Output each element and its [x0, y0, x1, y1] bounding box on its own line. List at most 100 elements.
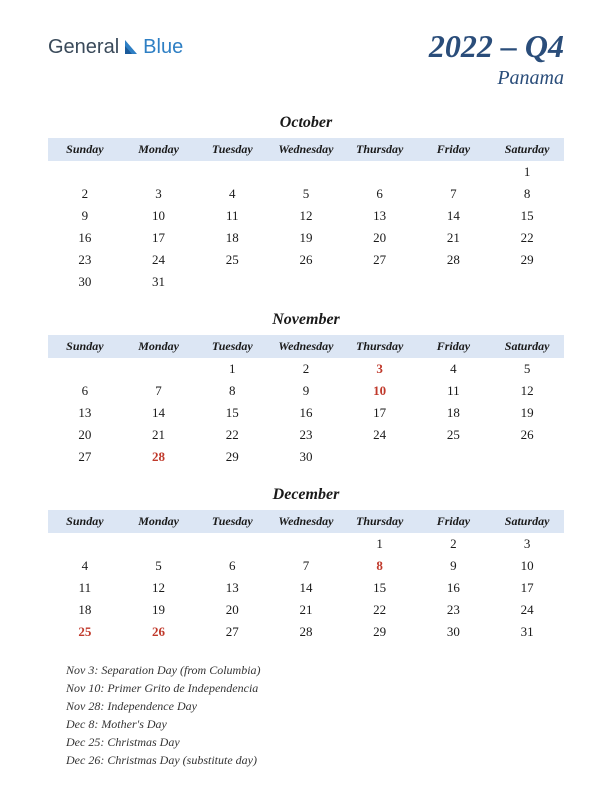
calendar-cell: 8: [195, 380, 269, 402]
calendar-cell-empty: [122, 358, 196, 380]
weekday-header: Sunday: [48, 335, 122, 358]
calendar-cell: 18: [195, 227, 269, 249]
calendar-cell: 28: [417, 249, 491, 271]
calendar-cell: 4: [48, 555, 122, 577]
page-title: 2022 – Q4: [429, 28, 564, 65]
calendar-cell: 11: [195, 205, 269, 227]
calendar-cell: 18: [48, 599, 122, 621]
calendar-cell: 30: [269, 446, 343, 468]
calendar-cell: 18: [417, 402, 491, 424]
calendar-cell: 20: [48, 424, 122, 446]
calendar-cell-empty: [343, 271, 417, 293]
calendar-cell: 6: [343, 183, 417, 205]
calendar-cell: 12: [122, 577, 196, 599]
month-block: DecemberSundayMondayTuesdayWednesdayThur…: [48, 486, 564, 643]
calendar-cell: 2: [48, 183, 122, 205]
calendar-cell: 7: [417, 183, 491, 205]
calendar-cell: 2: [269, 358, 343, 380]
weekday-header: Wednesday: [269, 138, 343, 161]
weekday-header: Sunday: [48, 138, 122, 161]
month-name: November: [48, 311, 564, 329]
calendar-cell: 16: [417, 577, 491, 599]
weekday-header: Saturday: [490, 510, 564, 533]
calendar-cell: 1: [490, 161, 564, 183]
calendar-cell-empty: [490, 446, 564, 468]
weekday-header: Friday: [417, 138, 491, 161]
calendar-cell-empty: [48, 358, 122, 380]
month-block: NovemberSundayMondayTuesdayWednesdayThur…: [48, 311, 564, 468]
calendar-cell: 20: [343, 227, 417, 249]
calendar-cell-empty: [343, 446, 417, 468]
calendar-cell: 16: [48, 227, 122, 249]
calendar-cell: 31: [122, 271, 196, 293]
calendar-cell: 24: [343, 424, 417, 446]
calendar-cell: 26: [490, 424, 564, 446]
calendar-cell: 19: [122, 599, 196, 621]
calendar-cell: 14: [122, 402, 196, 424]
calendar-container: OctoberSundayMondayTuesdayWednesdayThurs…: [48, 114, 564, 643]
calendar-cell: 25: [48, 621, 122, 643]
holiday-entry: Nov 10: Primer Grito de Independencia: [66, 679, 564, 697]
logo-text-general: General: [48, 36, 119, 59]
calendar-cell: 4: [195, 183, 269, 205]
weekday-header: Tuesday: [195, 138, 269, 161]
calendar-cell: 28: [269, 621, 343, 643]
calendar-cell: 12: [490, 380, 564, 402]
calendar-cell: 6: [195, 555, 269, 577]
holiday-entry: Nov 3: Separation Day (from Columbia): [66, 661, 564, 679]
calendar-cell: 15: [195, 402, 269, 424]
calendar-cell: 19: [269, 227, 343, 249]
calendar-cell-empty: [195, 161, 269, 183]
month-block: OctoberSundayMondayTuesdayWednesdayThurs…: [48, 114, 564, 293]
logo-text-blue: Blue: [143, 36, 183, 59]
calendar-cell: 5: [122, 555, 196, 577]
calendar-cell: 22: [490, 227, 564, 249]
calendar-cell-empty: [417, 271, 491, 293]
calendar-cell-empty: [122, 161, 196, 183]
calendar-cell: 26: [269, 249, 343, 271]
calendar-cell: 7: [269, 555, 343, 577]
weekday-header: Friday: [417, 510, 491, 533]
calendar-cell: 12: [269, 205, 343, 227]
weekday-header: Saturday: [490, 138, 564, 161]
holiday-entry: Dec 25: Christmas Day: [66, 733, 564, 751]
calendar-cell: 8: [490, 183, 564, 205]
calendar-cell: 29: [490, 249, 564, 271]
calendar-cell: 9: [48, 205, 122, 227]
calendar-cell: 2: [417, 533, 491, 555]
calendar-cell-empty: [490, 271, 564, 293]
calendar-cell: 3: [122, 183, 196, 205]
month-name: December: [48, 486, 564, 504]
logo: General Blue: [48, 36, 183, 61]
calendar-cell-empty: [195, 271, 269, 293]
calendar-cell: 29: [343, 621, 417, 643]
calendar-cell: 23: [417, 599, 491, 621]
calendar-cell: 1: [195, 358, 269, 380]
calendar-cell: 3: [343, 358, 417, 380]
calendar-cell-empty: [269, 271, 343, 293]
calendar-cell: 14: [269, 577, 343, 599]
logo-sail-icon: [123, 38, 141, 61]
calendar-cell-empty: [269, 161, 343, 183]
weekday-header: Thursday: [343, 138, 417, 161]
month-name: October: [48, 114, 564, 132]
calendar-cell: 10: [343, 380, 417, 402]
calendar-cell-empty: [417, 446, 491, 468]
calendar-cell: 3: [490, 533, 564, 555]
weekday-header: Sunday: [48, 510, 122, 533]
calendar-cell: 10: [490, 555, 564, 577]
calendar-cell: 6: [48, 380, 122, 402]
weekday-header: Wednesday: [269, 335, 343, 358]
calendar-cell: 27: [48, 446, 122, 468]
calendar-cell: 9: [417, 555, 491, 577]
calendar-cell: 17: [343, 402, 417, 424]
calendar-cell: 23: [48, 249, 122, 271]
title-block: 2022 – Q4 Panama: [429, 28, 564, 90]
weekday-header: Wednesday: [269, 510, 343, 533]
calendar-cell: 22: [195, 424, 269, 446]
weekday-header: Thursday: [343, 510, 417, 533]
calendar-cell: 17: [122, 227, 196, 249]
calendar-cell: 7: [122, 380, 196, 402]
calendar-cell: 10: [122, 205, 196, 227]
calendar-cell: 15: [343, 577, 417, 599]
